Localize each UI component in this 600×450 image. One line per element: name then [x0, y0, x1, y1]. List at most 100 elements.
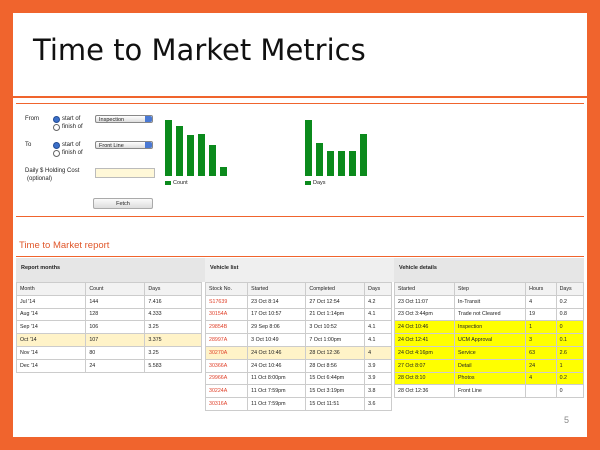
- table-cell: 23 Oct 3:44pm: [393, 307, 456, 322]
- table-cell: 28 Oct 8:10: [393, 371, 456, 386]
- table-row[interactable]: 30270A 24 Oct 10:46 28 Oct 12:36 4: [204, 345, 392, 360]
- table-row[interactable]: 24 Oct 10:46 Inspection 1 0: [393, 320, 585, 335]
- table-row[interactable]: 30224A 11 Oct 7:59pm 15 Oct 3:19pm 3.8: [204, 384, 392, 399]
- table-cell: 19: [525, 307, 557, 322]
- chart-bar: [187, 134, 194, 176]
- table-row[interactable]: 30154A 17 Oct 10:57 21 Oct 1:14pm 4.1: [204, 307, 392, 322]
- column-header[interactable]: Hours: [525, 282, 557, 296]
- table-cell: 24 Oct 10:46: [247, 358, 307, 373]
- stock-number-link[interactable]: 29854B: [204, 320, 249, 335]
- column-header[interactable]: Completed: [305, 282, 366, 296]
- table-cell: 24: [525, 358, 557, 373]
- table-cell: 5.583: [144, 358, 202, 373]
- days-chart: Days: [305, 118, 380, 186]
- table-cell: In-Transit: [454, 294, 527, 309]
- table-cell: 0: [555, 384, 585, 399]
- chart-bar: [176, 126, 183, 176]
- to-step-select[interactable]: Front Line: [95, 141, 153, 149]
- table-cell: 4.333: [144, 307, 202, 322]
- table-cell: 29 Sep 8:06: [247, 320, 307, 335]
- column-header[interactable]: Started: [247, 282, 307, 296]
- column-header[interactable]: Days: [144, 282, 202, 296]
- table-row[interactable]: 27 Oct 8:07 Detail 24 1: [393, 358, 585, 373]
- table-cell: 144: [85, 294, 146, 309]
- report-divider: [16, 256, 584, 257]
- column-header[interactable]: Days: [364, 282, 392, 296]
- chart-bar: [316, 143, 323, 176]
- table-cell: 106: [85, 320, 146, 335]
- stock-number-link[interactable]: 30224A: [204, 384, 249, 399]
- form-top-divider: [16, 103, 584, 104]
- column-header[interactable]: Month: [15, 282, 87, 296]
- table-cell: 24 Oct 10:46: [247, 345, 307, 360]
- stock-number-link[interactable]: 30316A: [204, 397, 249, 411]
- table-cell: 3.375: [144, 333, 202, 347]
- to-start-radio[interactable]: [53, 142, 60, 149]
- table-cell: 27 Oct 8:07: [393, 358, 456, 373]
- table-row[interactable]: S17639 23 Oct 8:14 27 Oct 12:54 4.2: [204, 294, 392, 309]
- table-row[interactable]: Sep '14 106 3.25: [15, 320, 202, 335]
- table-row[interactable]: 30366A 24 Oct 10:46 28 Oct 8:56 3.9: [204, 358, 392, 373]
- column-header[interactable]: Step: [454, 282, 527, 296]
- table-cell: 17 Oct 10:57: [247, 307, 307, 322]
- holding-cost-input[interactable]: [95, 168, 155, 178]
- to-start-label: start of: [62, 142, 81, 148]
- column-header[interactable]: Stock No.: [204, 282, 249, 296]
- table-row[interactable]: Nov '14 80 3.25: [15, 345, 202, 360]
- table-cell: [525, 384, 557, 399]
- table-cell: 4: [525, 294, 557, 309]
- table-cell: 128: [85, 307, 146, 322]
- table-row[interactable]: Aug '14 128 4.333: [15, 307, 202, 322]
- table-cell: 28 Oct 8:56: [305, 358, 366, 373]
- table-row[interactable]: Oct '14 107 3.375: [15, 333, 202, 347]
- table-row[interactable]: 28 Oct 8:10 Photos 4 0.2: [393, 371, 585, 386]
- from-start-radio[interactable]: [53, 116, 60, 123]
- table-row[interactable]: 30316A 11 Oct 7:59pm 15 Oct 11:51 3.6: [204, 397, 392, 411]
- chart-bar: [360, 133, 367, 176]
- table-cell: 3.25: [144, 320, 202, 335]
- table-cell: 4: [364, 345, 392, 360]
- table-row[interactable]: 29966A 11 Oct 8:00pm 15 Oct 6:44pm 3.9: [204, 371, 392, 386]
- table-row[interactable]: 23 Oct 3:44pm Trade not Cleared 19 0.8: [393, 307, 585, 322]
- chart-bar: [338, 150, 345, 176]
- days-legend-swatch: [305, 181, 311, 185]
- to-finish-radio[interactable]: [53, 150, 60, 157]
- table-cell: 15 Oct 6:44pm: [305, 371, 366, 386]
- from-finish-radio[interactable]: [53, 124, 60, 131]
- chevron-down-icon: [145, 116, 152, 122]
- table-row[interactable]: Jul '14 144 7.416: [15, 294, 202, 309]
- column-header[interactable]: Started: [393, 282, 456, 296]
- table-cell: 3.25: [144, 345, 202, 360]
- stock-number-link[interactable]: S17639: [204, 294, 249, 309]
- column-header[interactable]: Days: [555, 282, 585, 296]
- table-row[interactable]: 24 Oct 4:16pm Service 63 2.6: [393, 345, 585, 360]
- stock-number-link[interactable]: 28997A: [204, 333, 249, 347]
- stock-number-link[interactable]: 29966A: [204, 371, 249, 386]
- column-header[interactable]: Count: [85, 282, 146, 296]
- table-row[interactable]: 28 Oct 12:36 Front Line 0: [393, 384, 585, 399]
- table-row[interactable]: 28997A 3 Oct 10:49 7 Oct 1:00pm 4.1: [204, 333, 392, 347]
- count-legend-swatch: [165, 181, 171, 185]
- from-step-select[interactable]: Inspection: [95, 115, 153, 123]
- table-row[interactable]: 23 Oct 11:07 In-Transit 4 0.2: [393, 294, 585, 309]
- stock-number-link[interactable]: 30154A: [204, 307, 249, 322]
- stock-number-link[interactable]: 30270A: [204, 345, 249, 360]
- table-row[interactable]: 24 Oct 12:41 UCM Approval 3 0.1: [393, 333, 585, 347]
- table-cell: 3.8: [364, 384, 392, 399]
- table-cell: 23 Oct 11:07: [393, 294, 456, 309]
- table-row[interactable]: 29854B 29 Sep 8:06 3 Oct 10:52 4.1: [204, 320, 392, 335]
- table-cell: 3 Oct 10:52: [305, 320, 366, 335]
- table-cell: 63: [525, 345, 557, 360]
- table-cell: 3 Oct 10:49: [247, 333, 307, 347]
- table-cell: 28 Oct 12:36: [393, 384, 456, 399]
- stock-number-link[interactable]: 30366A: [204, 358, 249, 373]
- chart-bar: [198, 134, 205, 176]
- table-header-row: Started Step Hours Days: [393, 282, 585, 296]
- table-row[interactable]: Dec '14 24 5.583: [15, 358, 202, 373]
- table-cell: Front Line: [454, 384, 527, 399]
- table-cell: 11 Oct 7:59pm: [247, 397, 307, 411]
- fetch-button[interactable]: Fetch: [93, 198, 153, 209]
- table-cell: 4.1: [364, 333, 392, 347]
- table-cell: 0.2: [555, 294, 585, 309]
- table-cell: 1: [525, 320, 557, 335]
